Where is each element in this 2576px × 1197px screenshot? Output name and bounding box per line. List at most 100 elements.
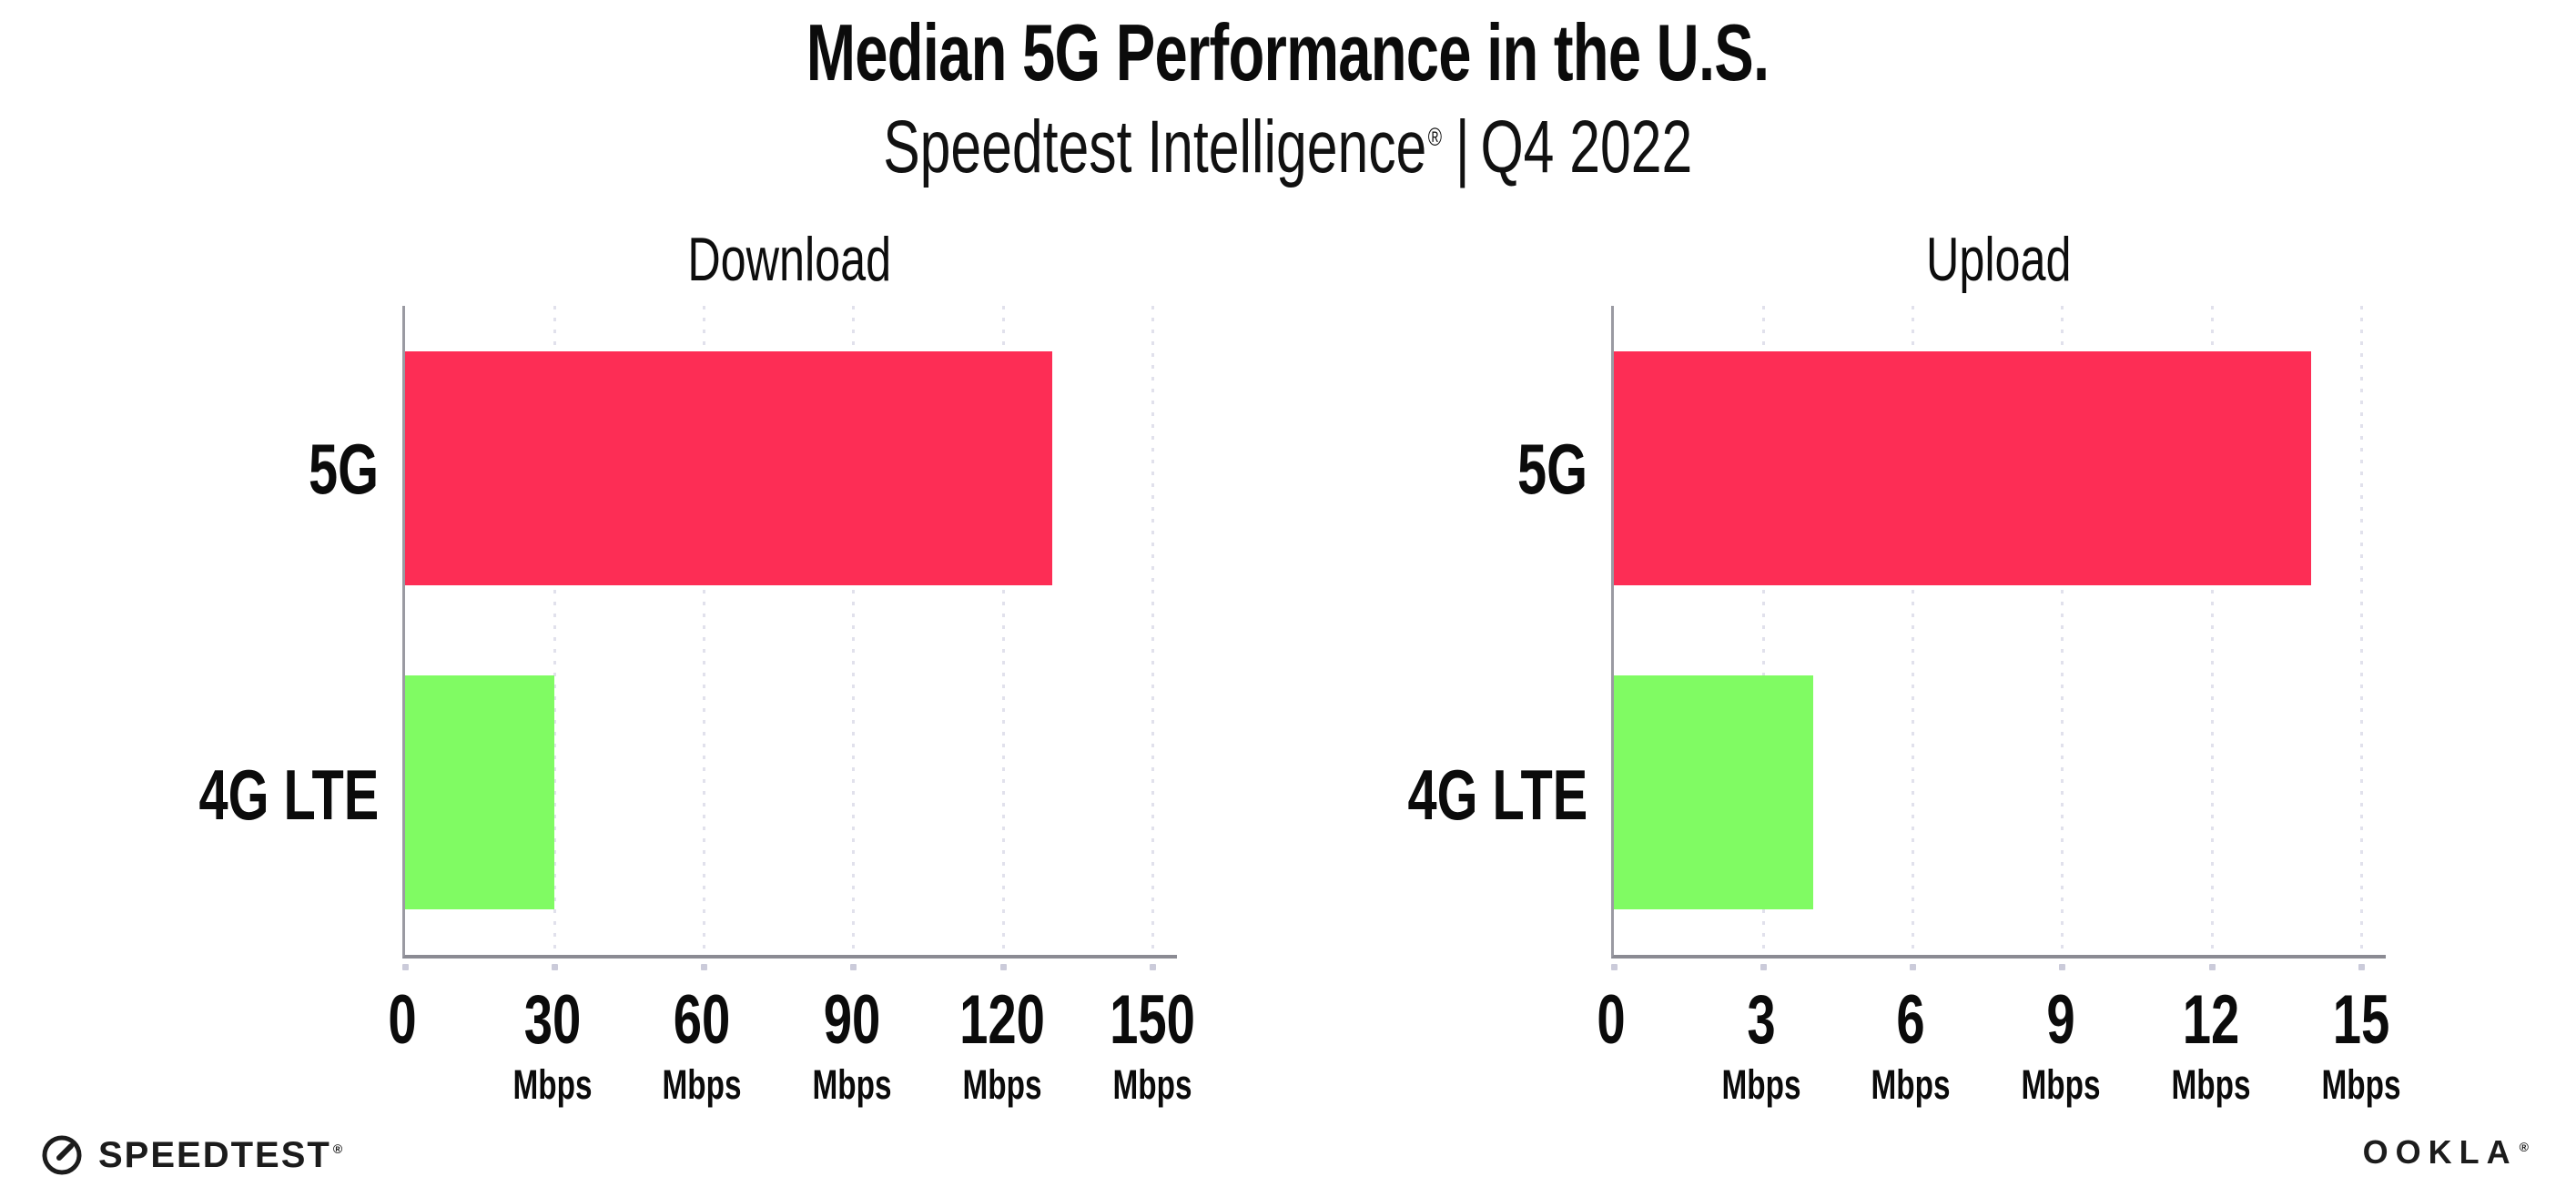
tick-value: 0 — [1597, 981, 1626, 1059]
axis-tick-mark — [701, 964, 708, 970]
tick-unit: Mbps — [1721, 1061, 1801, 1108]
category-label-5g: 5G — [308, 428, 379, 509]
tick-unit: Mbps — [512, 1061, 593, 1108]
x-tick-label-15: 15 Mbps — [2307, 981, 2415, 1108]
registered-mark: ® — [1428, 123, 1443, 152]
x-tick-label-6: 6 Mbps — [1858, 981, 1965, 1108]
tick-unit: Mbps — [1112, 1061, 1192, 1108]
axis-tick-mark — [1910, 964, 1917, 970]
subtitle-separator: | — [1455, 105, 1470, 188]
bar-band-4g-lte — [405, 631, 1177, 956]
gridline — [1151, 306, 1154, 955]
category-label-4g-lte: 4G LTE — [1407, 755, 1587, 836]
chart-title: Upload — [1611, 208, 2386, 306]
page-subtitle: Speedtest Intelligence® | Q4 2022 — [0, 105, 2576, 188]
speedtest-logo: SPEEDTEST ® — [40, 1133, 344, 1177]
axis-tick-mark — [999, 964, 1007, 970]
y-axis-labels: 5G 4G LTE — [198, 306, 402, 959]
gridline — [1001, 306, 1005, 955]
page-title: Median 5G Performance in the U.S. — [0, 7, 2576, 97]
chart-title: Download — [402, 208, 1177, 306]
tick-value: 120 — [958, 981, 1045, 1059]
tick-unit: Mbps — [2321, 1061, 2401, 1108]
x-tick-label-0: 0 — [1592, 986, 1630, 1055]
axis-tick-mark — [1149, 964, 1156, 970]
x-tick-label-3: 3 Mbps — [1708, 981, 1815, 1108]
tick-unit: Mbps — [1871, 1061, 1951, 1108]
chart-header: Median 5G Performance in the U.S. Speedt… — [0, 7, 2576, 188]
gridline — [1762, 306, 1766, 955]
ookla-logo: OOKLA ® — [2363, 1133, 2536, 1172]
gridline — [1912, 306, 1915, 955]
axis-tick-mark — [1760, 964, 1768, 970]
x-tick-label-9: 9 Mbps — [2007, 981, 2115, 1108]
bar-band-5g — [405, 306, 1177, 631]
tick-value: 6 — [1896, 981, 1926, 1059]
axis-tick-mark — [2208, 964, 2216, 970]
gridline — [2210, 306, 2214, 955]
x-tick-label-150: 150 Mbps — [1094, 981, 1210, 1108]
x-tick-label-0: 0 — [383, 986, 421, 1055]
tick-value: 90 — [823, 981, 881, 1059]
speedtest-gauge-icon — [42, 1135, 82, 1175]
bar-4g-lte-download — [405, 675, 555, 910]
tick-value: 12 — [2182, 981, 2240, 1059]
tick-value: 15 — [2332, 981, 2389, 1059]
axis-tick-mark — [850, 964, 857, 970]
tick-unit: Mbps — [962, 1061, 1042, 1108]
bar-band-5g — [1614, 306, 2386, 631]
ookla-word-text: OOKLA — [2362, 1133, 2518, 1171]
tick-unit: Mbps — [812, 1061, 892, 1108]
chart-title-text: Upload — [1925, 225, 2072, 294]
subtitle-period: Q4 2022 — [1480, 105, 1693, 188]
x-tick-label-120: 120 Mbps — [944, 981, 1060, 1108]
axis-tick-mark — [402, 964, 409, 970]
tick-value: 30 — [523, 981, 581, 1059]
speedtest-word-text: SPEEDTEST — [98, 1134, 331, 1175]
axis-tick-mark — [1611, 964, 1618, 970]
x-axis: 0 30 Mbps 60 Mbps 90 Mbps 120 Mbps 150 Mbps — [388, 959, 1194, 1113]
tick-value: 150 — [1109, 981, 1195, 1059]
subtitle-brand: Speedtest Intelligence — [883, 105, 1427, 188]
gridline — [2061, 306, 2064, 955]
speedtest-registered-mark: ® — [332, 1141, 345, 1157]
chart-upload: Upload 5G 4G LTE 0 3 Mbps 6 Mbps 9 Mbps 12 Mbps 15… — [1407, 208, 2400, 1113]
x-tick-label-60: 60 Mbps — [649, 981, 756, 1108]
tick-unit: Mbps — [2171, 1061, 2251, 1108]
tick-value: 9 — [2046, 981, 2075, 1059]
tick-value: 0 — [388, 981, 417, 1059]
category-label-4g-lte: 4G LTE — [198, 755, 379, 836]
ookla-wordmark: OOKLA ® — [2363, 1133, 2536, 1171]
bar-4g-lte-upload — [1614, 675, 1813, 910]
category-label-5g: 5G — [1516, 428, 1587, 509]
bar-5g-download — [405, 350, 1053, 585]
axis-tick-mark — [552, 964, 559, 970]
axis-tick-mark — [2059, 964, 2066, 970]
y-axis-labels: 5G 4G LTE — [1407, 306, 1611, 959]
tick-value: 3 — [1747, 981, 1776, 1059]
page-subtitle-text: Speedtest Intelligence® | Q4 2022 — [883, 105, 1693, 188]
gridline — [553, 306, 557, 955]
speedtest-wordmark: SPEEDTEST ® — [98, 1135, 344, 1176]
x-tick-label-90: 90 Mbps — [798, 981, 906, 1108]
x-tick-label-30: 30 Mbps — [499, 981, 606, 1108]
tick-unit: Mbps — [2021, 1061, 2101, 1108]
ookla-registered-mark: ® — [2519, 1140, 2536, 1154]
plot-area — [402, 306, 1177, 970]
tick-value: 60 — [674, 981, 731, 1059]
gridline — [703, 306, 706, 955]
x-axis: 0 3 Mbps 6 Mbps 9 Mbps 12 Mbps 15 Mbps — [1597, 959, 2400, 1113]
axis-tick-mark — [2358, 964, 2365, 970]
page-title-text: Median 5G Performance in the U.S. — [806, 7, 1770, 97]
bar-band-4g-lte — [1614, 631, 2386, 956]
chart-title-text: Download — [687, 225, 892, 294]
gridline — [2359, 306, 2363, 955]
plot-area — [1611, 306, 2386, 970]
tick-unit: Mbps — [662, 1061, 742, 1108]
bar-5g-upload — [1614, 350, 2311, 585]
chart-download: Download 5G 4G LTE 0 30 Mbps 60 Mbps 90 Mbps 120… — [198, 208, 1194, 1113]
gridline — [852, 306, 856, 955]
charts-area: Download 5G 4G LTE 0 30 Mbps 60 Mbps 90 Mbps 120… — [198, 208, 2400, 1113]
x-tick-label-12: 12 Mbps — [2157, 981, 2265, 1108]
